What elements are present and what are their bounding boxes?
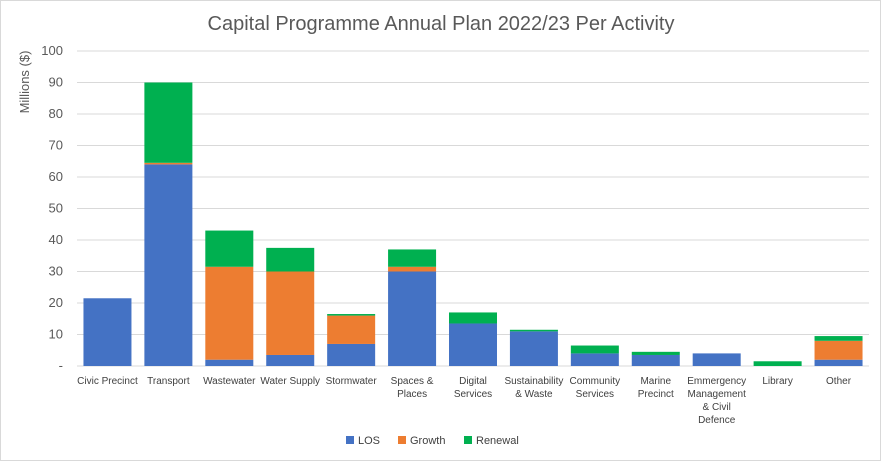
- y-tick-label: 40: [49, 232, 63, 247]
- bar-renewal-segment: [388, 249, 437, 267]
- bar-growth-segment: [266, 271, 315, 355]
- bar-growth-segment: [814, 340, 863, 360]
- y-tick-label: 100: [41, 43, 63, 58]
- bar-renewal-segment: [509, 329, 558, 332]
- x-tick-label: Water Supply: [260, 376, 320, 387]
- bar-los-segment: [83, 298, 132, 366]
- x-tick-label: Other: [826, 376, 852, 387]
- x-tick-label: Transport: [147, 376, 190, 387]
- bar-los-segment: [692, 353, 741, 366]
- y-axis-label: Millions ($): [17, 51, 32, 114]
- bar-renewal-segment: [753, 361, 802, 366]
- x-tick-label: Spaces & Places: [391, 376, 434, 400]
- bar-renewal-segment: [449, 312, 497, 324]
- x-tick-label: Library: [762, 376, 793, 387]
- bar-los-segment: [509, 331, 558, 366]
- x-tick-label: Stormwater: [326, 376, 378, 387]
- bar-renewal-segment: [266, 247, 315, 272]
- x-tick-label: Community Services: [570, 376, 621, 400]
- legend-swatch-growth: [398, 436, 406, 444]
- chart-title: Capital Programme Annual Plan 2022/23 Pe…: [208, 13, 675, 35]
- x-tick-label: Wastewater: [203, 376, 256, 387]
- x-tick-label: Digital Services: [454, 376, 492, 400]
- bar-los-segment: [327, 343, 376, 366]
- legend-swatch-los: [346, 436, 354, 444]
- bar-renewal-segment: [814, 336, 863, 341]
- legend: LOS Growth Renewal: [346, 435, 519, 447]
- bar-growth-segment: [327, 315, 376, 344]
- bar-los-segment: [266, 354, 315, 366]
- y-tick-label: 60: [49, 169, 63, 184]
- bar-growth-segment: [205, 266, 254, 360]
- bar-los-segment: [144, 164, 193, 366]
- bar-growth-segment: [144, 162, 193, 165]
- x-tick-label: Emmergency Management & Civil Defence: [687, 376, 746, 426]
- bar-los-segment: [631, 354, 680, 366]
- y-tick-label: 20: [49, 295, 63, 310]
- y-tick-label: 30: [49, 264, 63, 279]
- bar-los-segment: [814, 359, 863, 366]
- y-tick-label: -: [59, 358, 63, 373]
- legend-swatch-renewal: [464, 436, 472, 444]
- y-tick-label: 90: [49, 75, 63, 90]
- y-axis-ticks: - 10 20 30 40 50 60 70 80 90 100: [41, 43, 63, 373]
- bar-renewal-segment: [570, 345, 619, 354]
- bars: [83, 82, 863, 366]
- bar-renewal-segment: [631, 351, 680, 355]
- legend-label-renewal: Renewal: [476, 435, 519, 447]
- x-tick-label: Civic Precinct: [77, 376, 138, 387]
- legend-label-los: LOS: [358, 435, 380, 447]
- x-tick-label: Marine Precinct: [638, 376, 674, 400]
- bar-los-segment: [449, 323, 497, 366]
- bar-los-segment: [388, 271, 437, 366]
- y-tick-label: 70: [49, 138, 63, 153]
- bar-los-segment: [205, 359, 254, 366]
- bar-los-segment: [570, 353, 619, 366]
- x-axis-ticks: Civic Precinct Transport Wastewater Water S…: [77, 376, 852, 426]
- bar-renewal-segment: [327, 314, 376, 316]
- legend-label-growth: Growth: [410, 435, 445, 447]
- y-tick-label: 50: [49, 201, 63, 216]
- y-tick-label: 10: [49, 327, 63, 342]
- y-tick-label: 80: [49, 106, 63, 121]
- bar-growth-segment: [388, 266, 437, 272]
- bar-renewal-segment: [205, 230, 254, 267]
- bar-renewal-segment: [144, 82, 193, 163]
- x-tick-label: Sustainability & Waste: [504, 376, 563, 400]
